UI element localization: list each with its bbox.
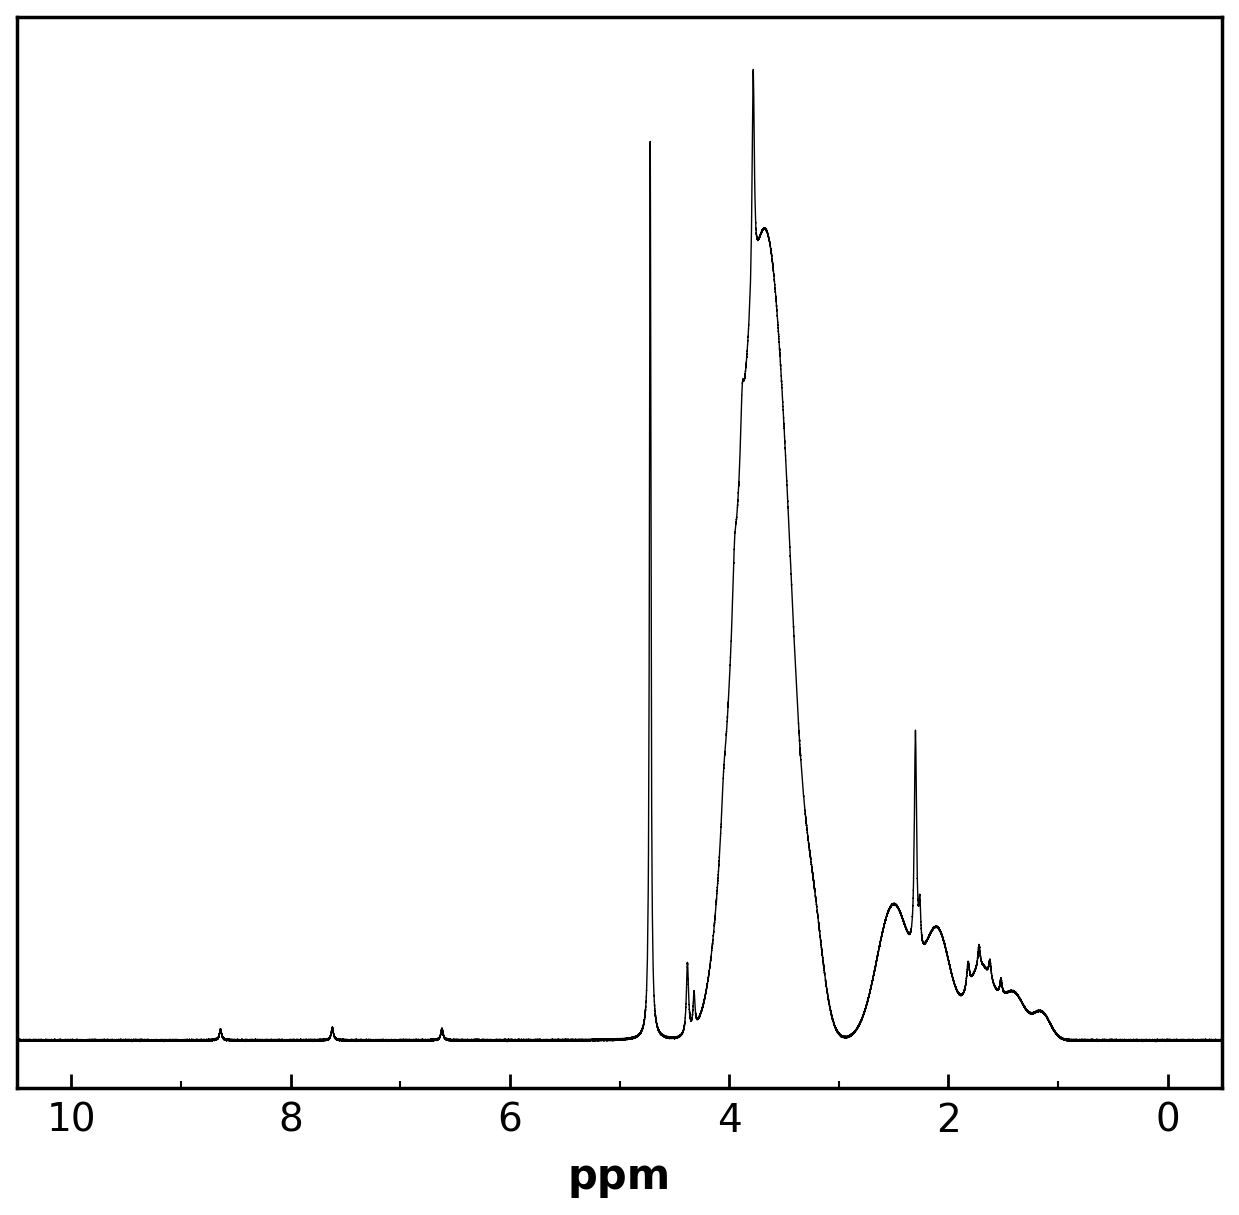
X-axis label: ppm: ppm	[567, 1157, 672, 1198]
